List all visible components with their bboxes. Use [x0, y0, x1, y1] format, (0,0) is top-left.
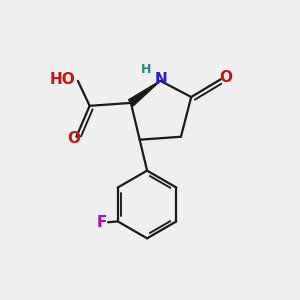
Text: H: H [141, 63, 152, 76]
Text: F: F [96, 215, 107, 230]
Polygon shape [129, 81, 160, 106]
Text: N: N [154, 72, 167, 87]
Text: O: O [220, 70, 232, 86]
Text: HO: HO [50, 72, 76, 87]
Text: O: O [67, 131, 80, 146]
